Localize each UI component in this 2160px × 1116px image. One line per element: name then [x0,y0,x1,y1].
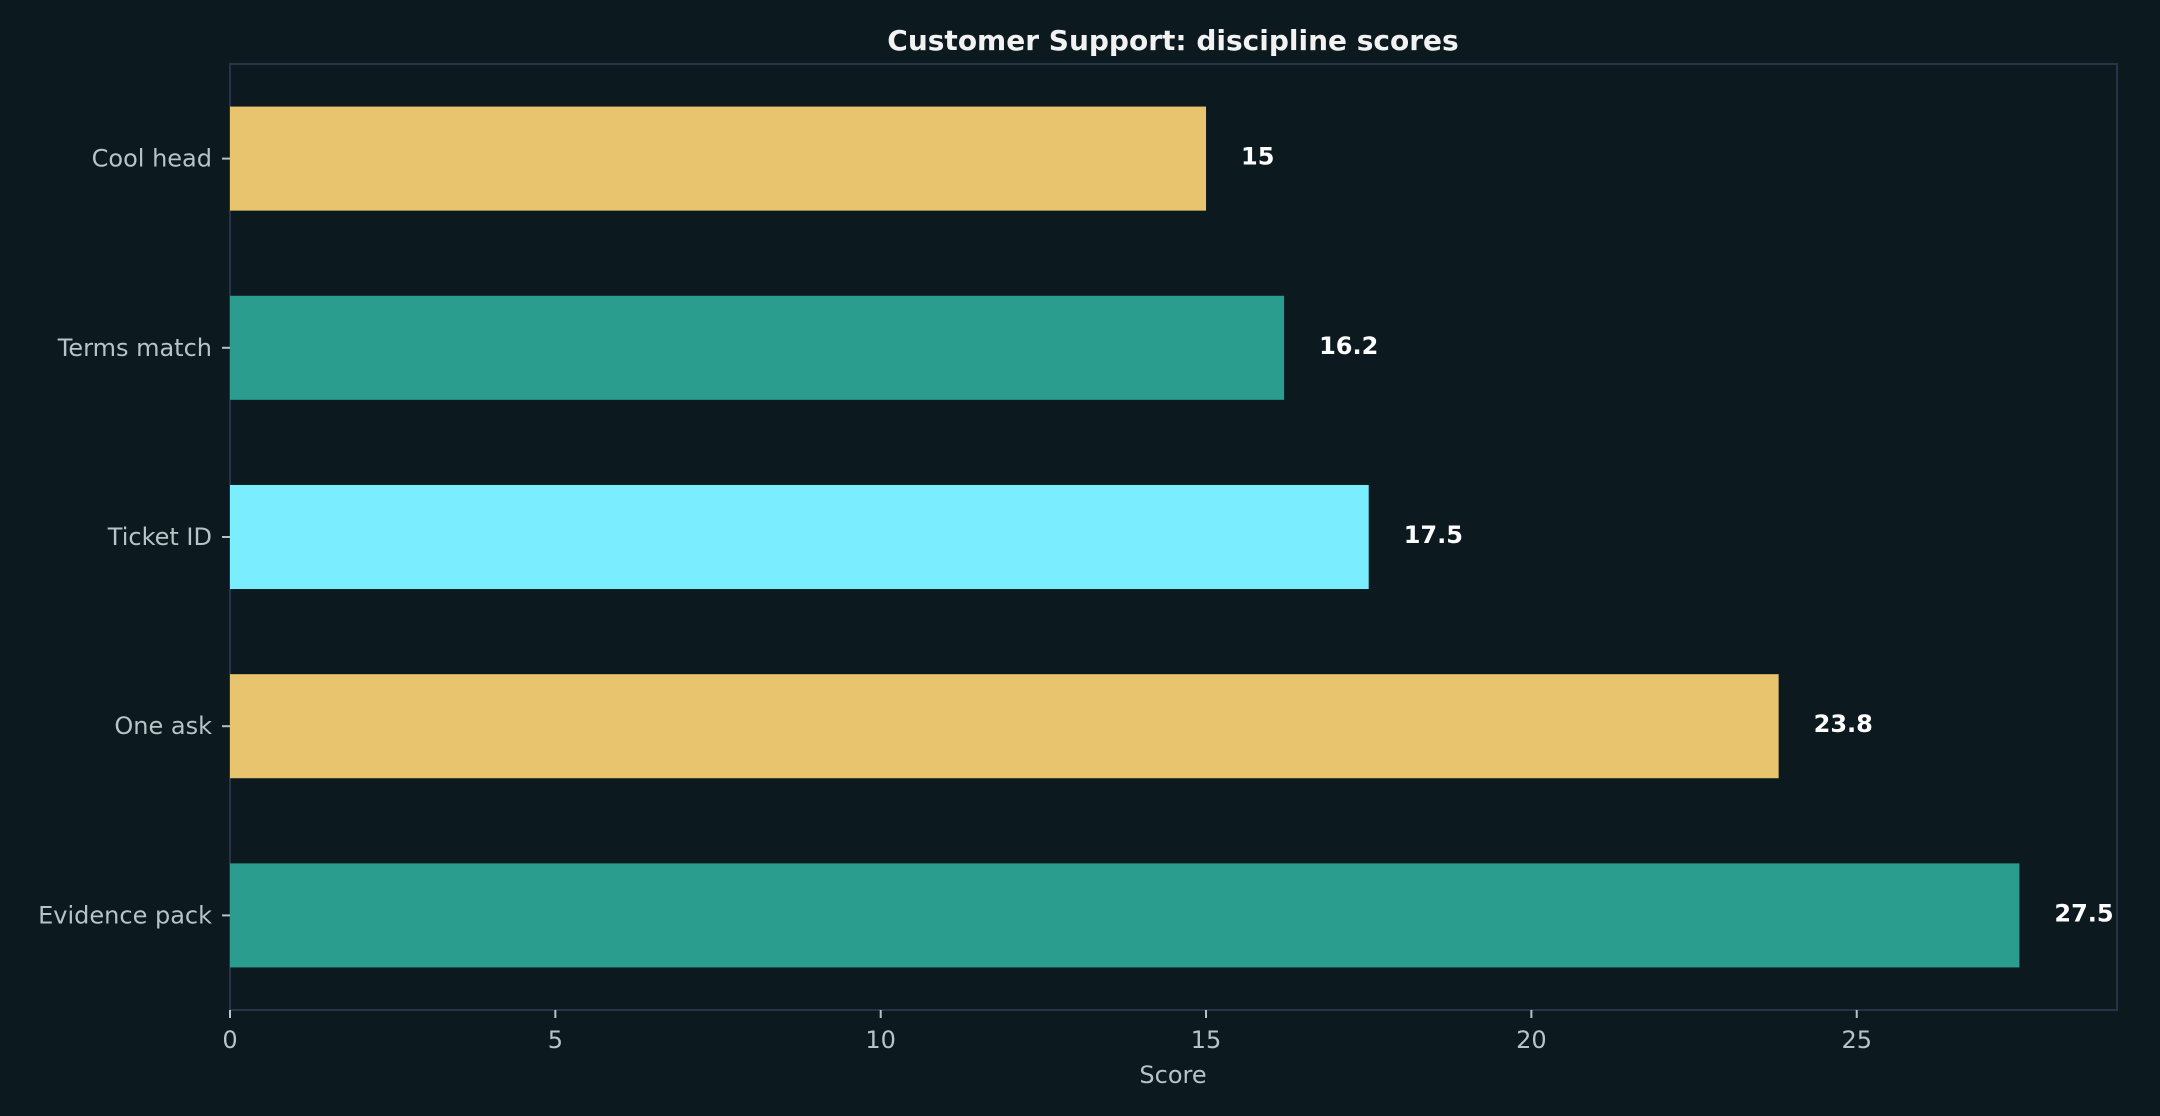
chart-title: Customer Support: discipline scores [887,24,1458,57]
category-label: Ticket ID [107,523,212,551]
value-label: 27.5 [2054,899,2113,927]
bar [230,484,1369,590]
x-axis-label: Score [1139,1061,1206,1089]
x-tick-label: 10 [865,1026,896,1054]
bar [230,863,2020,968]
category-label: Cool head [92,145,212,173]
value-label: 17.5 [1404,521,1463,549]
bar [230,674,1779,779]
x-tick-label: 15 [1191,1026,1222,1054]
bar [230,295,1285,400]
bar [230,106,1207,211]
value-label: 23.8 [1814,710,1873,738]
category-label: Terms match [57,334,212,362]
category-label: Evidence pack [38,901,212,929]
x-tick-label: 5 [548,1026,563,1054]
x-tick-label: 25 [1841,1026,1872,1054]
value-label: 15 [1241,143,1274,171]
plot-area: Cool head 15 Terms match 16.2 Ticket ID 17.5 O… [38,63,2118,1054]
x-tick-label: 0 [222,1026,237,1054]
x-tick-label: 20 [1516,1026,1547,1054]
value-label: 16.2 [1319,332,1378,360]
category-label: One ask [114,712,212,740]
